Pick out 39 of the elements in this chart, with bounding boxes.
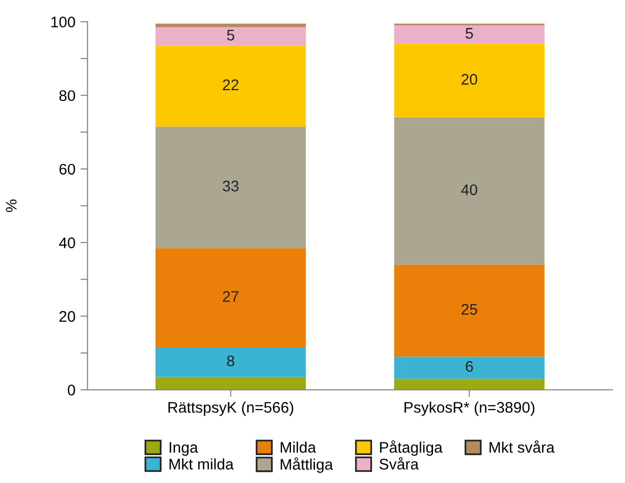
data-label: 5 [466,28,473,39]
data-label: 8 [227,355,234,366]
data-label: 20 [462,74,478,85]
y-tick-label: 0 [68,384,76,396]
legend-label: Måttliga [280,457,334,473]
legend-label: Mkt milda [170,458,234,470]
bar [394,25,544,44]
bar [394,264,544,357]
bar [394,44,544,118]
bar [394,378,544,390]
legend-label: Påtagliga [380,440,443,456]
legend-label: Svåra [380,457,419,470]
bar [394,356,544,379]
data-label: 25 [462,304,478,315]
legend-label: Mkt svåra [490,440,555,453]
bar [394,117,544,265]
bar [156,248,306,348]
x-tick-label: PsykosR* (n=3890) [404,402,534,416]
legend-label: Milda [280,442,316,453]
data-label: 22 [222,79,238,90]
bar [156,24,306,28]
y-tick-label: 60 [59,164,76,175]
bar [156,46,306,127]
bar [156,126,306,248]
data-label: 33 [222,180,239,192]
y-tick-label: 80 [59,90,76,102]
y-tick-label: 20 [59,311,76,322]
y-tick-label: 40 [59,237,76,248]
data-label: 6 [466,360,473,372]
x-tick-label: RättspsyK (n=566) [168,402,294,416]
y-tick-label: 100 [51,16,76,28]
legend-label: Inga [170,442,198,456]
bar [156,27,306,46]
bar [156,347,306,377]
y-axis-title: % [6,200,17,212]
data-label: 27 [222,291,238,302]
data-label: 5 [227,30,234,41]
data-label: 40 [461,184,478,196]
bar [156,376,306,390]
